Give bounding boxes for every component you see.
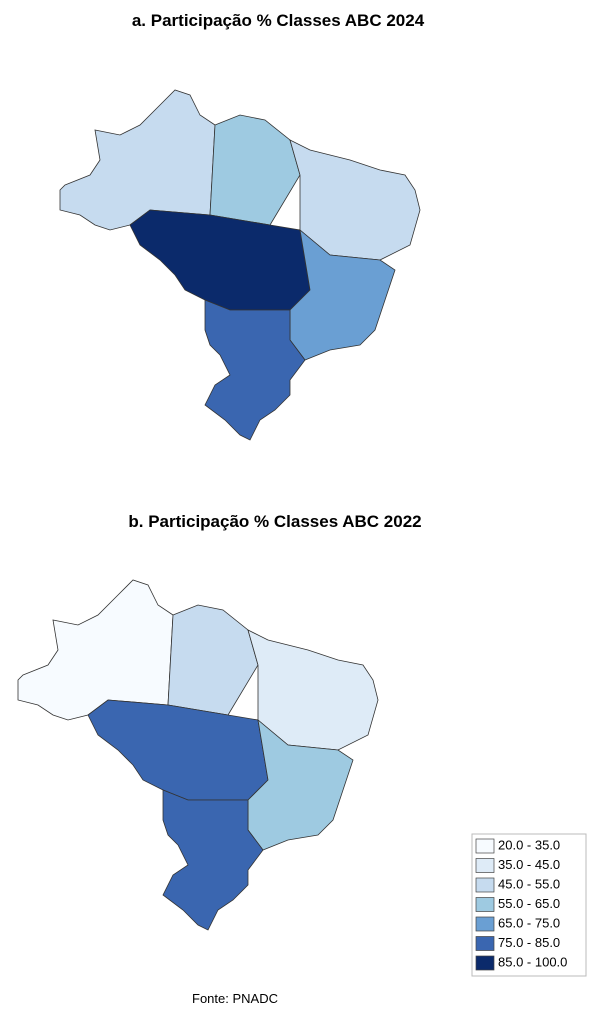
legend-swatch [475, 916, 495, 932]
legend: 20.0 - 35.0 35.0 - 45.0 45.0 - 55.0 55.0 - … [475, 837, 567, 971]
legend-label: 55.0 - 65.0 [498, 896, 560, 911]
region [209, 114, 301, 226]
map-2024 [59, 89, 421, 441]
legend-swatch [475, 838, 495, 854]
source: Fonte: PNADC [192, 991, 278, 1006]
legend-label: 20.0 - 35.0 [498, 837, 560, 852]
region [167, 604, 259, 716]
legend-box [471, 833, 587, 977]
map-title: b. Participação % Classes ABC 2022 [128, 512, 421, 531]
legend-label: 65.0 - 75.0 [498, 915, 560, 930]
region [87, 699, 269, 801]
map-title: a. Participação % Classes ABC 2024 [132, 11, 425, 30]
legend-swatch [475, 936, 495, 951]
region [204, 299, 306, 441]
legend-swatch [475, 897, 495, 912]
map-2022 [17, 579, 379, 931]
legend-swatch [475, 858, 495, 873]
region [129, 209, 311, 311]
region [17, 579, 174, 721]
region [59, 89, 216, 231]
legend-swatch [475, 877, 495, 893]
legend-label: 45.0 - 55.0 [498, 876, 560, 891]
legend-label: 35.0 - 45.0 [498, 857, 560, 872]
legend-label: 75.0 - 85.0 [498, 935, 560, 950]
region [162, 789, 264, 931]
legend-label: 85.0 - 100.0 [498, 954, 567, 969]
legend-swatch [475, 955, 495, 971]
